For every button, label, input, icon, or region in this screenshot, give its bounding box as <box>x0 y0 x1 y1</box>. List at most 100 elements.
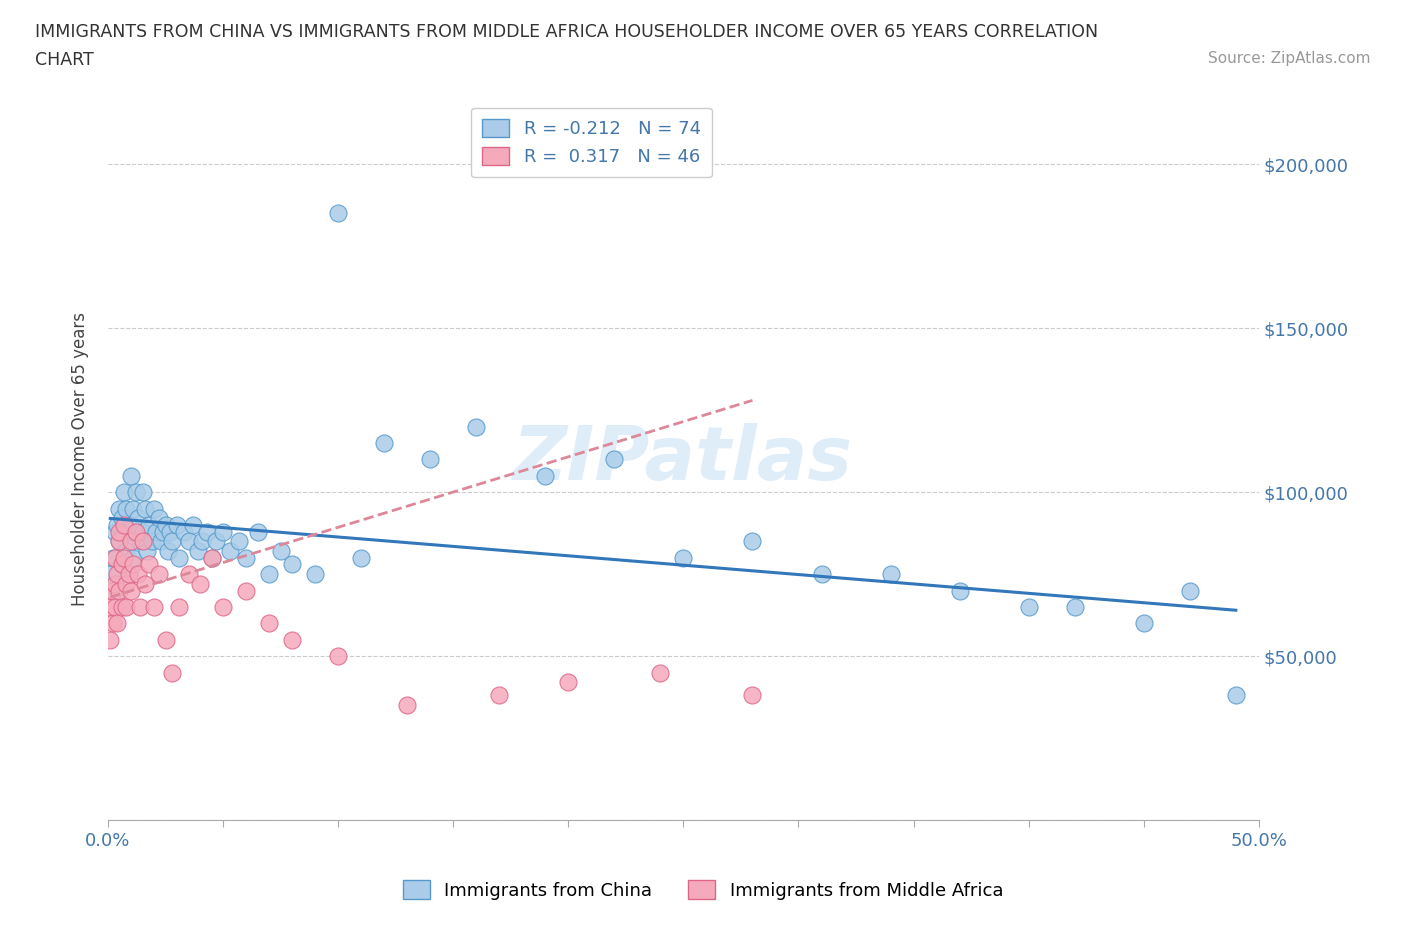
Point <box>672 551 695 565</box>
Point <box>159 525 181 539</box>
Point <box>191 534 214 549</box>
Point <box>162 665 184 680</box>
Point <box>212 600 235 615</box>
Point <box>155 517 177 532</box>
Point <box>145 525 167 539</box>
Point <box>187 544 209 559</box>
Point <box>169 551 191 565</box>
Point <box>173 525 195 539</box>
Point <box>177 534 200 549</box>
Point <box>129 600 152 615</box>
Point <box>108 534 131 549</box>
Point <box>136 544 159 559</box>
Point <box>108 525 131 539</box>
Point <box>373 435 395 450</box>
Point <box>111 557 134 572</box>
Point <box>741 534 763 549</box>
Point <box>148 511 170 525</box>
Y-axis label: Householder Income Over 65 years: Householder Income Over 65 years <box>72 312 89 606</box>
Point <box>127 511 149 525</box>
Point <box>205 534 228 549</box>
Point <box>143 600 166 615</box>
Point <box>111 511 134 525</box>
Point <box>235 583 257 598</box>
Point <box>120 469 142 484</box>
Point <box>257 566 280 581</box>
Point <box>115 501 138 516</box>
Point <box>152 525 174 539</box>
Point <box>228 534 250 549</box>
Point <box>127 566 149 581</box>
Text: CHART: CHART <box>35 51 94 69</box>
Point <box>124 485 146 499</box>
Point <box>465 419 488 434</box>
Point <box>328 206 350 221</box>
Point <box>120 583 142 598</box>
Point <box>115 577 138 591</box>
Point <box>118 566 141 581</box>
Point <box>1178 583 1201 598</box>
Point <box>328 649 350 664</box>
Point <box>162 534 184 549</box>
Text: IMMIGRANTS FROM CHINA VS IMMIGRANTS FROM MIDDLE AFRICA HOUSEHOLDER INCOME OVER 6: IMMIGRANTS FROM CHINA VS IMMIGRANTS FROM… <box>35 23 1098 41</box>
Point <box>419 452 441 467</box>
Point <box>156 544 179 559</box>
Point <box>134 501 156 516</box>
Point <box>281 632 304 647</box>
Point <box>104 551 127 565</box>
Point <box>105 517 128 532</box>
Point <box>603 452 626 467</box>
Point <box>98 600 121 615</box>
Point <box>101 551 124 565</box>
Point <box>138 517 160 532</box>
Point <box>1063 600 1085 615</box>
Point <box>949 583 972 598</box>
Point <box>138 557 160 572</box>
Point <box>104 525 127 539</box>
Point <box>101 583 124 598</box>
Point <box>98 632 121 647</box>
Point <box>200 551 222 565</box>
Point <box>1225 688 1247 703</box>
Point <box>304 566 326 581</box>
Point <box>101 616 124 631</box>
Text: Source: ZipAtlas.com: Source: ZipAtlas.com <box>1208 51 1371 66</box>
Point <box>108 583 131 598</box>
Point <box>169 600 191 615</box>
Point <box>112 525 135 539</box>
Point <box>557 675 579 690</box>
Point <box>104 577 127 591</box>
Point <box>396 698 419 712</box>
Point <box>124 525 146 539</box>
Point <box>143 501 166 516</box>
Point <box>120 534 142 549</box>
Point <box>122 557 145 572</box>
Point <box>131 485 153 499</box>
Point <box>118 525 141 539</box>
Point <box>879 566 901 581</box>
Point <box>148 566 170 581</box>
Point <box>350 551 373 565</box>
Point <box>134 577 156 591</box>
Point <box>155 632 177 647</box>
Point <box>112 517 135 532</box>
Point <box>219 544 242 559</box>
Point <box>488 688 510 703</box>
Text: ZIPatlas: ZIPatlas <box>513 423 853 496</box>
Point <box>1018 600 1040 615</box>
Point <box>122 551 145 565</box>
Point <box>98 566 121 581</box>
Point <box>108 501 131 516</box>
Point <box>188 577 211 591</box>
Point <box>124 525 146 539</box>
Point <box>741 688 763 703</box>
Point <box>149 534 172 549</box>
Point <box>257 616 280 631</box>
Legend: R = -0.212   N = 74, R =  0.317   N = 46: R = -0.212 N = 74, R = 0.317 N = 46 <box>471 108 711 177</box>
Point <box>650 665 672 680</box>
Point <box>141 534 163 549</box>
Point <box>200 551 222 565</box>
Point <box>270 544 292 559</box>
Point <box>166 517 188 532</box>
Point <box>195 525 218 539</box>
